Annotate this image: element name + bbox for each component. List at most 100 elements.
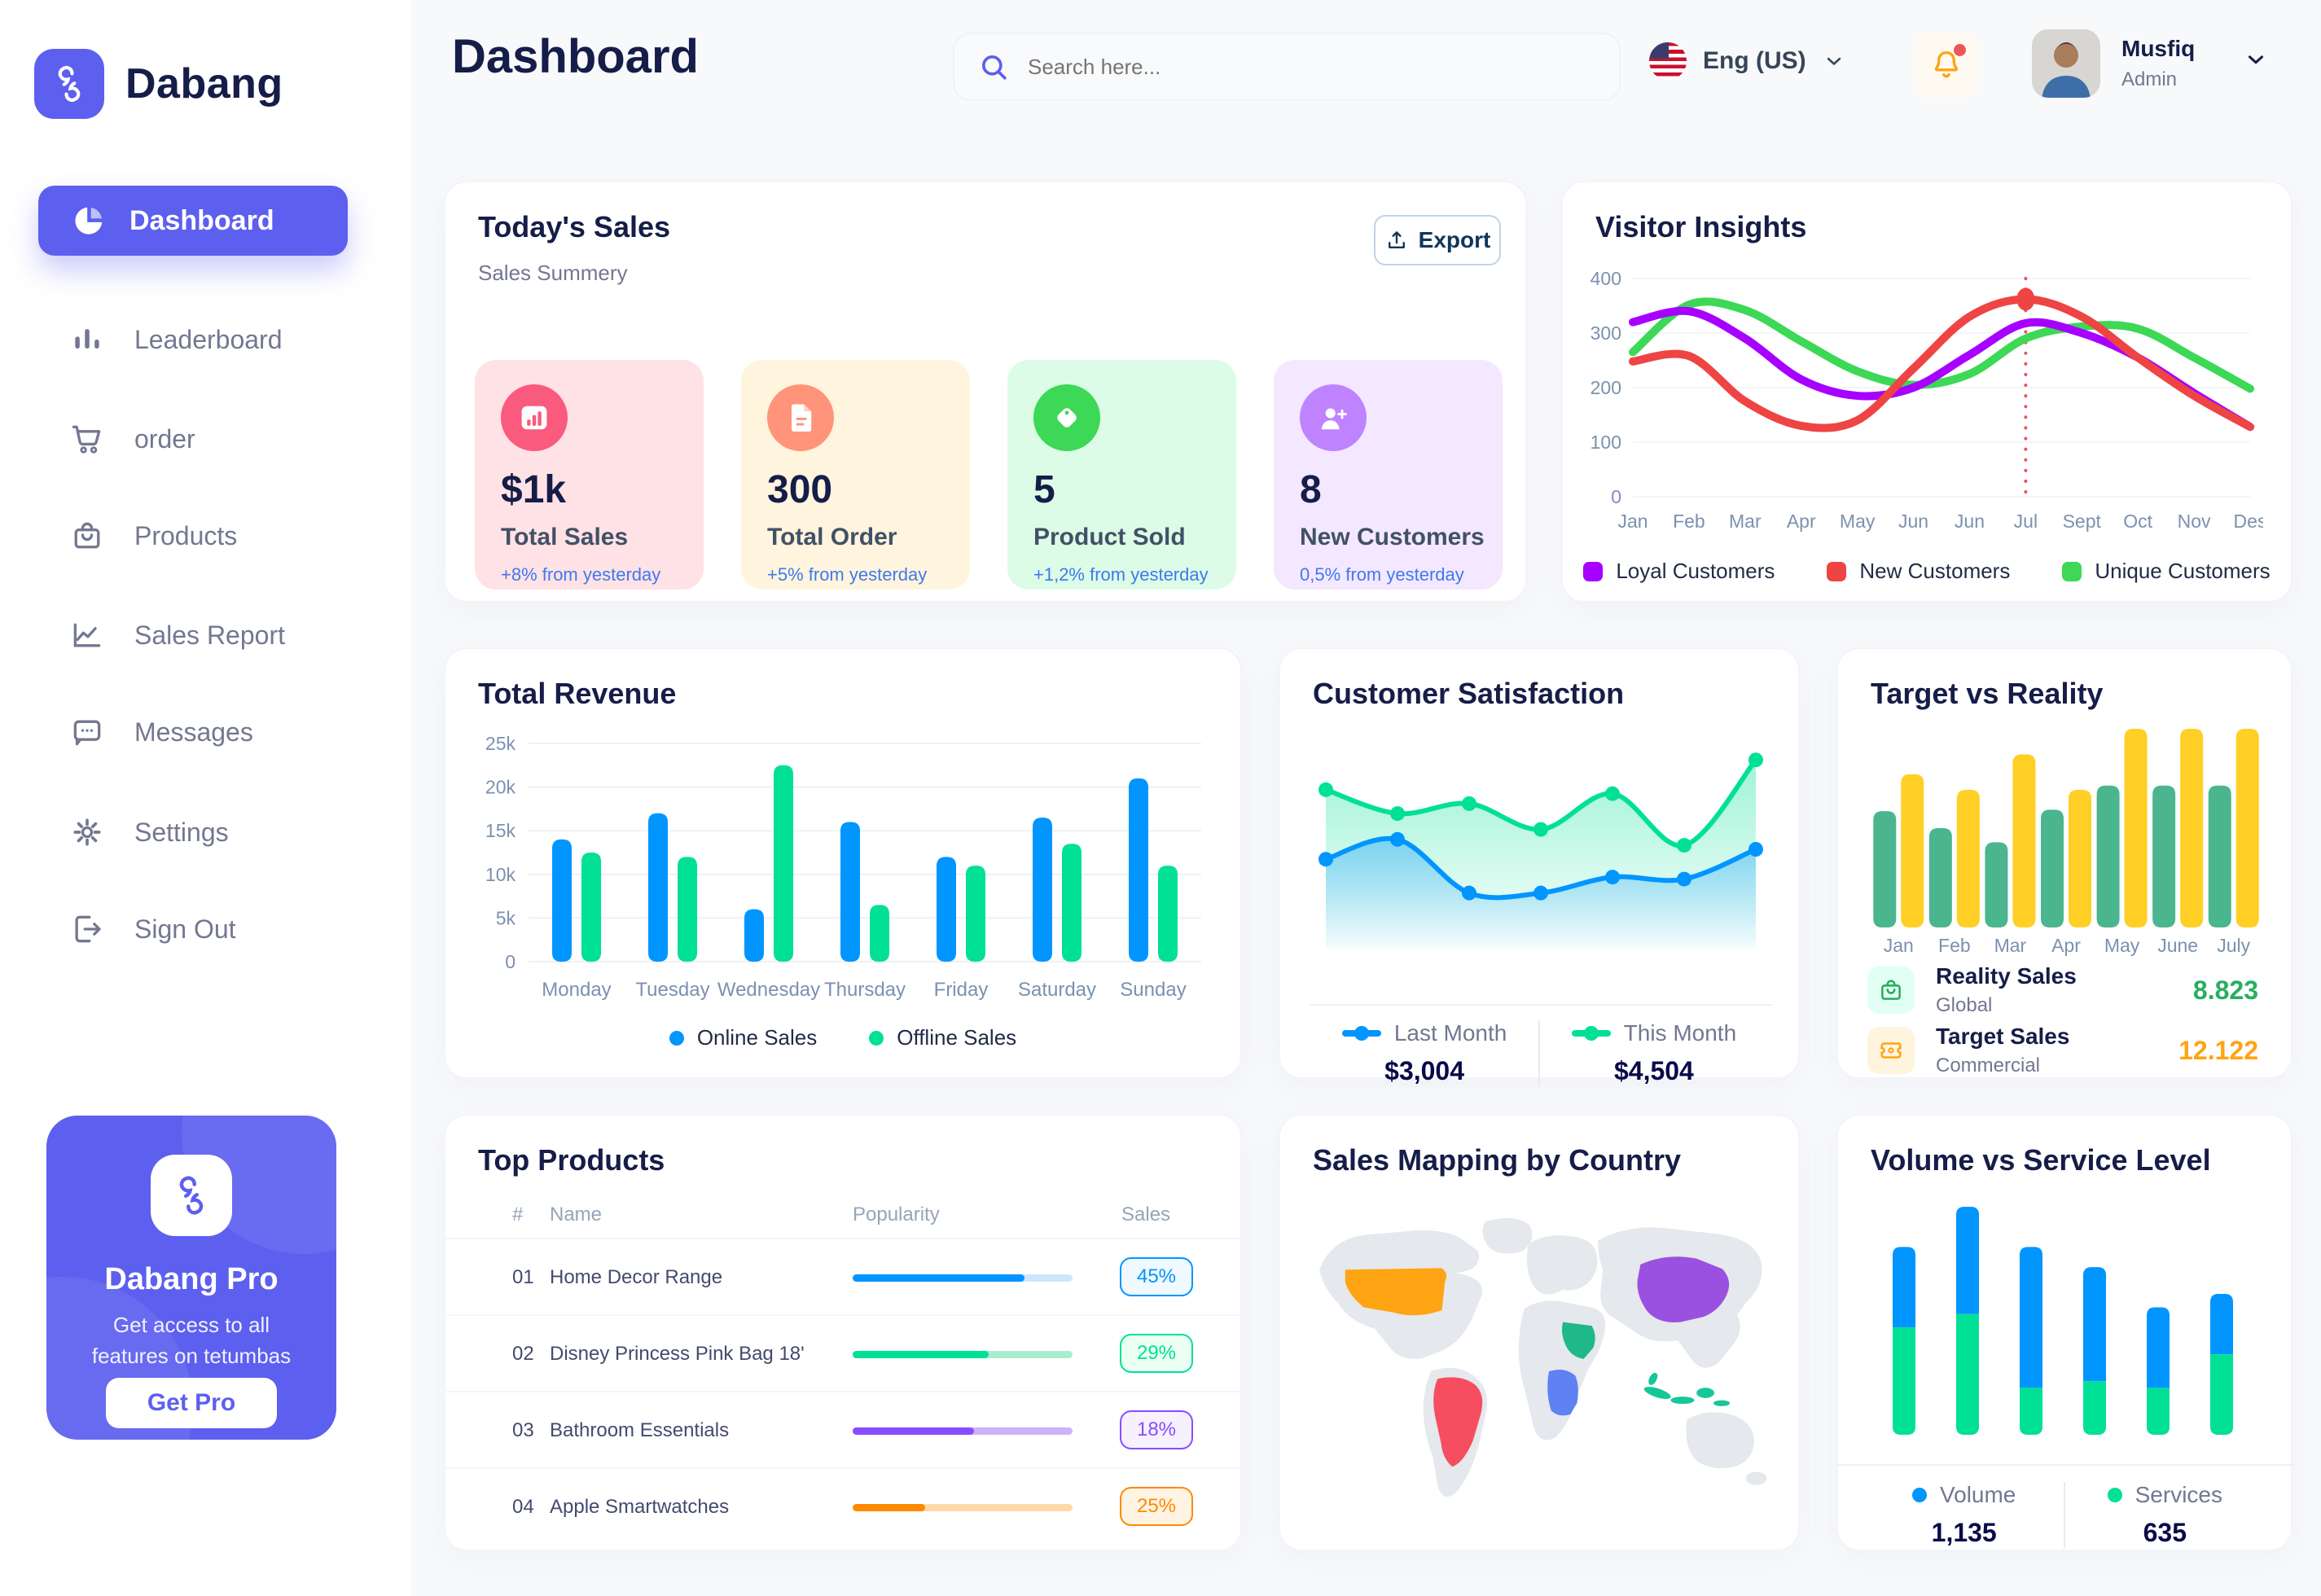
avatar[interactable] bbox=[2032, 29, 2100, 98]
search-input[interactable] bbox=[1028, 54, 1549, 80]
svg-text:100: 100 bbox=[1590, 432, 1621, 453]
stat-product-sold: 5 Product Sold +1,2% from yesterday bbox=[1007, 360, 1236, 590]
total-revenue-card: Total Revenue 0 5k 10k 15k 20k 25k Monday Tuesd… bbox=[444, 647, 1242, 1079]
card-title: Customer Satisfaction bbox=[1313, 677, 1625, 710]
sidebar-item-dashboard[interactable]: Dashboard bbox=[38, 186, 348, 256]
product-name: Bathroom Essentials bbox=[550, 1419, 730, 1441]
svg-text:20k: 20k bbox=[485, 777, 516, 798]
product-name: Home Decor Range bbox=[550, 1266, 723, 1288]
sidebar-item-order[interactable]: order bbox=[69, 419, 195, 458]
card-title: Volume vs Service Level bbox=[1871, 1143, 2211, 1177]
sales-badge: 29% bbox=[1120, 1334, 1193, 1373]
notifications-button[interactable] bbox=[1914, 33, 1979, 98]
svg-text:May: May bbox=[2104, 935, 2140, 956]
ticket-icon bbox=[1867, 1027, 1915, 1074]
table-row[interactable]: 04 Apple Smartwatches 25% bbox=[445, 1467, 1244, 1544]
svg-text:June: June bbox=[2157, 935, 2198, 956]
brand: Dabang bbox=[34, 49, 283, 119]
product-rank: 04 bbox=[512, 1496, 534, 1518]
user-menu[interactable]: Musfiq Admin bbox=[2121, 36, 2196, 90]
table-body: 01 Home Decor Range 45% 02 Disney Princess P… bbox=[445, 1238, 1244, 1544]
svg-text:200: 200 bbox=[1590, 377, 1621, 398]
sidebar-item-products[interactable]: Products bbox=[69, 516, 237, 555]
svg-text:Wednesday: Wednesday bbox=[717, 979, 820, 1001]
table-row[interactable]: 01 Home Decor Range 45% bbox=[445, 1238, 1244, 1314]
sales-badge: 25% bbox=[1120, 1487, 1193, 1526]
table-row[interactable]: 03 Bathroom Essentials 18% bbox=[445, 1391, 1244, 1467]
table-header: # Name Popularity Sales bbox=[512, 1204, 1171, 1226]
legend-reality-sales: Reality Sales Global 8.823 bbox=[1867, 963, 2266, 1017]
legend-swatch bbox=[1583, 561, 1604, 581]
bar-chart-icon bbox=[501, 384, 568, 451]
svg-text:Sept: Sept bbox=[2063, 511, 2102, 532]
svg-text:Jun: Jun bbox=[1898, 511, 1928, 532]
target-vs-reality-card: Target vs Reality Jan Feb Mar Apr May June Jul… bbox=[1836, 647, 2292, 1079]
legend-swatch bbox=[1827, 561, 1847, 581]
svg-text:Sunday: Sunday bbox=[1120, 979, 1186, 1001]
volume-vs-service-card: Volume vs Service Level Volume 1,135 Ser… bbox=[1836, 1114, 2294, 1551]
svg-text:25k: 25k bbox=[485, 735, 516, 754]
svg-text:Saturday: Saturday bbox=[1018, 979, 1096, 1001]
country-indonesia bbox=[1643, 1372, 1730, 1406]
product-rank: 02 bbox=[512, 1343, 534, 1365]
svg-text:Tuesday: Tuesday bbox=[635, 979, 709, 1001]
search-bar[interactable] bbox=[953, 33, 1621, 101]
svg-text:Monday: Monday bbox=[542, 979, 611, 1001]
leaderboard-icon bbox=[75, 329, 99, 349]
svg-text:Jan: Jan bbox=[1884, 935, 1914, 956]
language-selector[interactable]: Eng (US) bbox=[1649, 42, 1845, 80]
svg-text:10k: 10k bbox=[485, 864, 516, 885]
svg-text:Feb: Feb bbox=[1673, 511, 1705, 532]
top-products-card: Top Products # Name Popularity Sales 01 H… bbox=[444, 1114, 1244, 1551]
chart-legend: Last Month $3,004 This Month $4,504 bbox=[1280, 1020, 1798, 1086]
target-sales-value: 12.122 bbox=[2178, 1035, 2258, 1065]
export-button[interactable]: Export bbox=[1374, 215, 1501, 265]
sidebar-item-settings[interactable]: Settings bbox=[69, 813, 229, 852]
this-month-value: $4,504 bbox=[1613, 1056, 1694, 1085]
line-chart-icon bbox=[73, 623, 101, 647]
card-title: Visitor Insights bbox=[1595, 210, 1807, 243]
popularity-bar bbox=[853, 1504, 1073, 1511]
svg-text:May: May bbox=[1840, 511, 1876, 532]
svg-text:Mar: Mar bbox=[1729, 511, 1762, 532]
popularity-bar bbox=[853, 1427, 1073, 1435]
svg-text:Jul: Jul bbox=[2014, 511, 2038, 532]
promo-card: Dabang Pro Get access to all features on… bbox=[46, 1116, 336, 1440]
country-brazil bbox=[1433, 1377, 1483, 1467]
table-row[interactable]: 02 Disney Princess Pink Bag 18' 29% bbox=[445, 1314, 1244, 1391]
svg-text:Thursday: Thursday bbox=[824, 979, 906, 1001]
card-title: Total Revenue bbox=[478, 677, 677, 710]
get-pro-button[interactable]: Get Pro bbox=[106, 1378, 277, 1428]
sidebar-item-messages[interactable]: Messages bbox=[69, 712, 253, 752]
us-flag-icon bbox=[1649, 42, 1687, 80]
dabang-logo-icon bbox=[34, 49, 104, 119]
sales-mapping-card: Sales Mapping by Country bbox=[1279, 1114, 1800, 1551]
card-subtitle: Sales Summery bbox=[478, 261, 628, 285]
visitor-insights-chart: 0 100 200 300 400 Jan Feb Mar Apr May Jun Jun Jul Sep… bbox=[1590, 268, 2263, 532]
dabang-pro-logo-icon bbox=[151, 1155, 232, 1236]
sidebar-item-leaderboard[interactable]: Leaderboard bbox=[69, 320, 282, 359]
chart-legend: Loyal Customers New Customers Unique Cus… bbox=[1563, 559, 2291, 584]
pie-chart-icon bbox=[75, 207, 103, 235]
chart-legend: Volume 1,135 Services 635 bbox=[1838, 1482, 2291, 1548]
svg-text:Friday: Friday bbox=[934, 979, 989, 1001]
main-content: Dashboard Eng (US) Musfiq Admin bbox=[411, 0, 2321, 1596]
notification-dot bbox=[1954, 44, 1966, 56]
customer-satisfaction-chart bbox=[1318, 752, 1763, 949]
svg-text:Jan: Jan bbox=[1617, 511, 1648, 532]
shopping-bag-icon bbox=[1867, 967, 1915, 1014]
export-icon bbox=[1388, 231, 1405, 248]
page-title: Dashboard bbox=[452, 30, 699, 83]
order-file-icon bbox=[767, 384, 834, 451]
chart-legend: Online Sales Offline Sales bbox=[445, 1025, 1240, 1050]
sidebar-item-sign-out[interactable]: Sign Out bbox=[69, 910, 236, 949]
chevron-down-icon[interactable] bbox=[2244, 47, 2268, 72]
legend-line-marker bbox=[1341, 1026, 1381, 1041]
country-united-states bbox=[1345, 1268, 1447, 1316]
total-revenue-chart: 0 5k 10k 15k 20k 25k Monday Tuesday Wednesday Thu… bbox=[485, 735, 1201, 1001]
add-user-icon bbox=[1300, 384, 1367, 451]
svg-text:0: 0 bbox=[1611, 486, 1621, 507]
stat-total-sales: $1k Total Sales +8% from yesterday bbox=[475, 360, 704, 590]
sidebar-item-sales-report[interactable]: Sales Report bbox=[69, 616, 285, 655]
svg-text:Nov: Nov bbox=[2178, 511, 2211, 532]
